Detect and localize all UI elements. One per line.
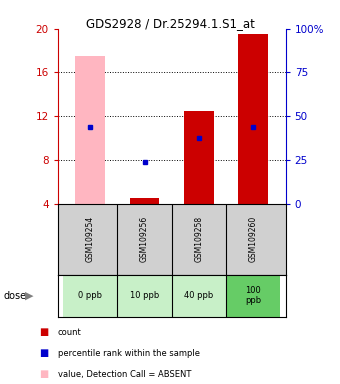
Text: ▶: ▶ <box>25 291 33 301</box>
Text: GSM109260: GSM109260 <box>249 216 258 262</box>
Text: GDS2928 / Dr.25294.1.S1_at: GDS2928 / Dr.25294.1.S1_at <box>86 17 254 30</box>
Bar <box>184 111 214 204</box>
Text: dose: dose <box>3 291 27 301</box>
Text: value, Detection Call = ABSENT: value, Detection Call = ABSENT <box>58 370 191 379</box>
Text: 10 ppb: 10 ppb <box>130 291 159 300</box>
Text: GSM109256: GSM109256 <box>140 216 149 262</box>
Text: 0 ppb: 0 ppb <box>78 291 102 300</box>
Bar <box>226 275 280 317</box>
Bar <box>63 275 117 317</box>
Bar <box>238 34 268 204</box>
Text: 100
ppb: 100 ppb <box>245 286 261 305</box>
Text: ■: ■ <box>39 327 49 337</box>
Text: 40 ppb: 40 ppb <box>184 291 214 300</box>
Text: GSM109254: GSM109254 <box>86 216 95 262</box>
Bar <box>117 275 172 317</box>
Text: count: count <box>58 328 82 337</box>
Text: GSM109258: GSM109258 <box>194 216 203 262</box>
Bar <box>172 275 226 317</box>
Text: percentile rank within the sample: percentile rank within the sample <box>58 349 200 358</box>
Bar <box>75 56 105 204</box>
Text: ■: ■ <box>39 348 49 358</box>
Text: ■: ■ <box>39 369 49 379</box>
Bar <box>130 198 159 204</box>
